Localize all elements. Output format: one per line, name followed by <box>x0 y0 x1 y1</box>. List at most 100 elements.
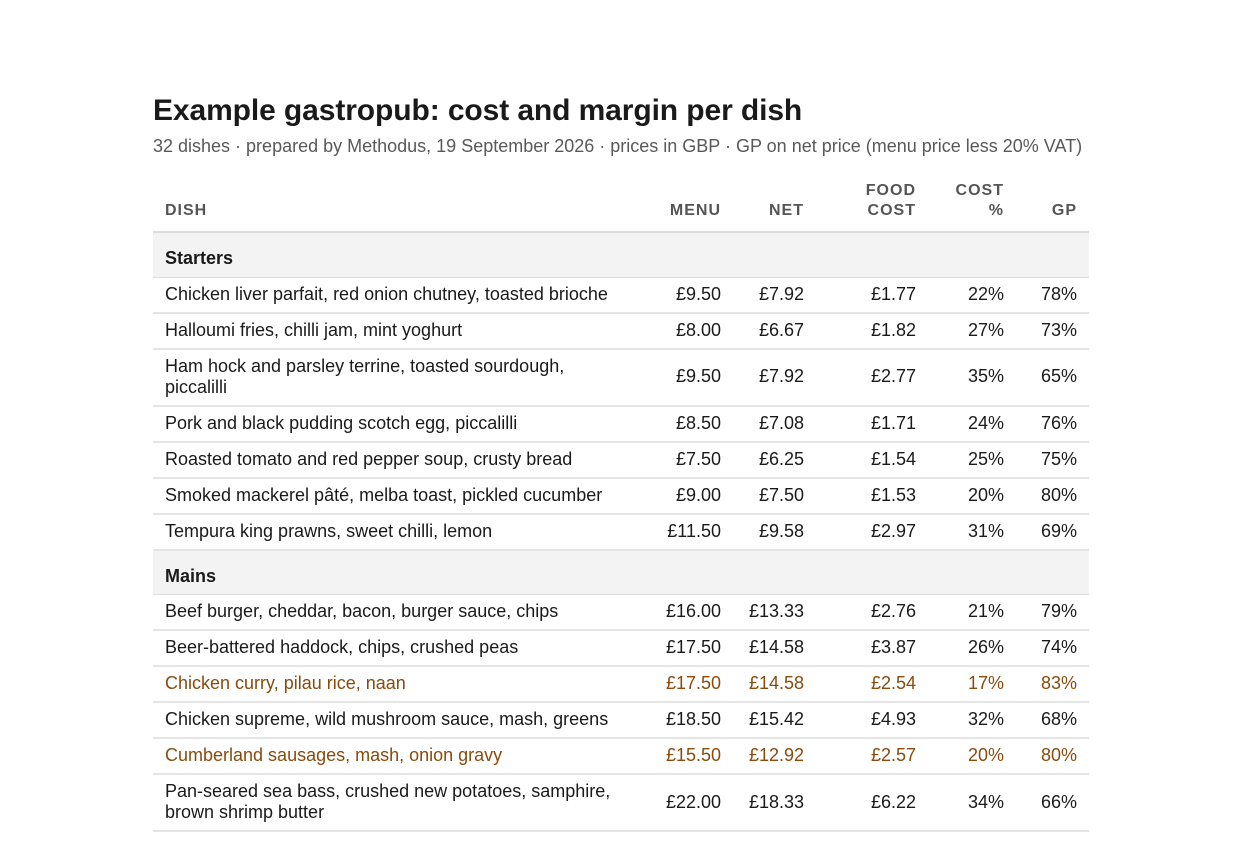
food-cost-cell: £2.57 <box>816 738 928 775</box>
menu-price-cell: £22.00 <box>643 774 733 832</box>
cost-percent-cell: 21% <box>928 594 1016 631</box>
dish-name-cell: Ham hock and parsley terrine, toasted so… <box>153 348 643 407</box>
dish-name-cell: Pan-seared sea bass, crushed new potatoe… <box>153 774 643 832</box>
table-row: Beer-battered haddock, chips, crushed pe… <box>153 630 1089 667</box>
table-row: Chicken supreme, wild mushroom sauce, ma… <box>153 702 1089 739</box>
net-price-cell: £18.33 <box>733 774 816 832</box>
net-price-cell: £7.50 <box>733 477 816 515</box>
column-header-cost-pct: COST % <box>928 181 1016 233</box>
dish-name-cell: Chicken supreme, wild mushroom sauce, ma… <box>153 702 643 739</box>
gp-cell: 80% <box>1016 738 1089 775</box>
dish-name-cell: Cumberland sausages, mash, onion gravy <box>153 738 643 775</box>
food-cost-cell: £2.54 <box>816 666 928 703</box>
food-cost-cell: £2.76 <box>816 594 928 631</box>
food-cost-cell: £1.54 <box>816 441 928 479</box>
dish-name-cell: Smoked mackerel pâté, melba toast, pickl… <box>153 477 643 515</box>
gp-cell: 75% <box>1016 441 1089 479</box>
table-row: Smoked mackerel pâté, melba toast, pickl… <box>153 477 1089 515</box>
column-header-menu: MENU <box>643 181 733 233</box>
gp-cell: 76% <box>1016 405 1089 443</box>
dish-name-cell: Pork and black pudding scotch egg, picca… <box>153 405 643 443</box>
cost-percent-cell: 25% <box>928 441 1016 479</box>
menu-price-cell: £9.50 <box>643 277 733 314</box>
menu-price-cell: £17.50 <box>643 666 733 703</box>
food-cost-cell: £2.77 <box>816 348 928 407</box>
cost-percent-cell: 20% <box>928 477 1016 515</box>
dish-name-cell: Halloumi fries, chilli jam, mint yoghurt <box>153 312 643 350</box>
cost-percent-cell: 27% <box>928 312 1016 350</box>
page-title: Example gastropub: cost and margin per d… <box>153 94 803 127</box>
cost-percent-cell: 35% <box>928 348 1016 407</box>
gp-cell: 66% <box>1016 774 1089 832</box>
cost-percent-cell: 32% <box>928 702 1016 739</box>
column-header-net: NET <box>733 181 816 233</box>
net-price-cell: £15.42 <box>733 702 816 739</box>
dish-name-cell: Beer-battered haddock, chips, crushed pe… <box>153 630 643 667</box>
table-row: Chicken curry, pilau rice, naan £17.50 £14… <box>153 666 1089 703</box>
dish-name-cell: Chicken curry, pilau rice, naan <box>153 666 643 703</box>
gp-cell: 79% <box>1016 594 1089 631</box>
food-cost-cell: £3.87 <box>816 630 928 667</box>
report: Example gastropub: cost and margin per d… <box>153 94 1089 832</box>
net-price-cell: £7.92 <box>733 277 816 314</box>
net-price-cell: £14.58 <box>733 666 816 703</box>
table-row: Chicken liver parfait, red onion chutney… <box>153 277 1089 314</box>
food-cost-cell: £6.22 <box>816 774 928 832</box>
menu-price-cell: £11.50 <box>643 513 733 551</box>
cost-percent-cell: 34% <box>928 774 1016 832</box>
menu-price-cell: £8.00 <box>643 312 733 350</box>
column-header-dish: DISH <box>153 181 643 233</box>
column-header-food-cost: FOOD COST <box>816 181 928 233</box>
menu-price-cell: £16.00 <box>643 594 733 631</box>
gp-cell: 65% <box>1016 348 1089 407</box>
cost-percent-cell: 26% <box>928 630 1016 667</box>
menu-price-cell: £8.50 <box>643 405 733 443</box>
food-cost-cell: £2.97 <box>816 513 928 551</box>
section-title: Starters <box>153 232 1089 278</box>
table-row: Pan-seared sea bass, crushed new potatoe… <box>153 774 1089 832</box>
net-price-cell: £14.58 <box>733 630 816 667</box>
net-price-cell: £6.67 <box>733 312 816 350</box>
cost-percent-cell: 20% <box>928 738 1016 775</box>
menu-price-cell: £9.50 <box>643 348 733 407</box>
net-price-cell: £6.25 <box>733 441 816 479</box>
cost-percent-cell: 24% <box>928 405 1016 443</box>
cost-percent-cell: 17% <box>928 666 1016 703</box>
cost-percent-cell: 22% <box>928 277 1016 314</box>
gp-cell: 69% <box>1016 513 1089 551</box>
cost-percent-cell: 31% <box>928 513 1016 551</box>
dish-name-cell: Roasted tomato and red pepper soup, crus… <box>153 441 643 479</box>
food-cost-cell: £1.53 <box>816 477 928 515</box>
table-header-row: DISH MENU NET FOOD COST COST % GP <box>153 181 1089 233</box>
gp-cell: 83% <box>1016 666 1089 703</box>
table-row: Halloumi fries, chilli jam, mint yoghurt… <box>153 312 1089 350</box>
gp-cell: 80% <box>1016 477 1089 515</box>
dish-name-cell: Chicken liver parfait, red onion chutney… <box>153 277 643 314</box>
menu-price-cell: £18.50 <box>643 702 733 739</box>
table-row: Cumberland sausages, mash, onion gravy £1… <box>153 738 1089 775</box>
food-cost-cell: £1.77 <box>816 277 928 314</box>
net-price-cell: £7.92 <box>733 348 816 407</box>
gp-cell: 73% <box>1016 312 1089 350</box>
dish-name-cell: Beef burger, cheddar, bacon, burger sauc… <box>153 594 643 631</box>
net-price-cell: £9.58 <box>733 513 816 551</box>
table-row: Tempura king prawns, sweet chilli, lemon… <box>153 513 1089 551</box>
table-body: Starters Chicken liver parfait, red onion… <box>153 232 1089 832</box>
table-row: Pork and black pudding scotch egg, picca… <box>153 405 1089 443</box>
dish-cost-table: DISH MENU NET FOOD COST COST % GP Starte… <box>153 181 1089 832</box>
column-header-gp: GP <box>1016 181 1089 233</box>
gp-cell: 68% <box>1016 702 1089 739</box>
food-cost-cell: £4.93 <box>816 702 928 739</box>
food-cost-cell: £1.82 <box>816 312 928 350</box>
menu-price-cell: £9.00 <box>643 477 733 515</box>
page-subtitle: 32 dishes · prepared by Methodus, 19 Sep… <box>153 136 1083 156</box>
table-row: Beef burger, cheddar, bacon, burger sauc… <box>153 594 1089 631</box>
table-row: Ham hock and parsley terrine, toasted so… <box>153 348 1089 407</box>
menu-price-cell: £15.50 <box>643 738 733 775</box>
section-title: Mains <box>153 549 1089 595</box>
gp-cell: 74% <box>1016 630 1089 667</box>
menu-price-cell: £17.50 <box>643 630 733 667</box>
dish-name-cell: Tempura king prawns, sweet chilli, lemon <box>153 513 643 551</box>
net-price-cell: £12.92 <box>733 738 816 775</box>
table-row: Roasted tomato and red pepper soup, crus… <box>153 441 1089 479</box>
